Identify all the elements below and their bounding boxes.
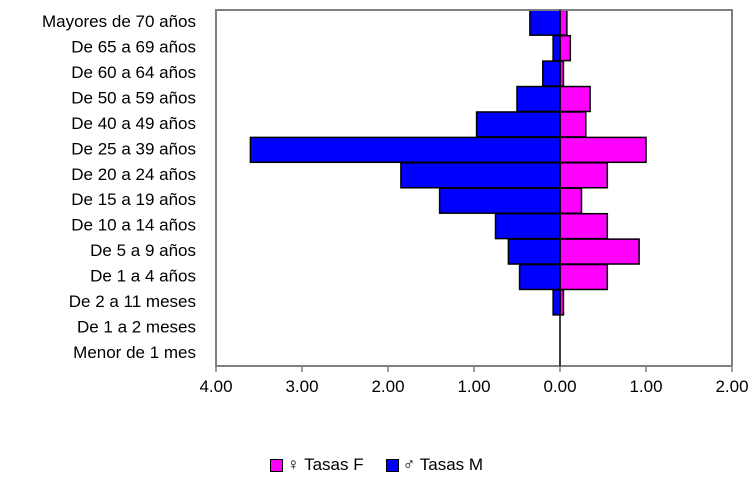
female-bar <box>559 111 587 138</box>
male-bar <box>542 60 561 87</box>
category-label: De 10 a 14 años <box>71 216 196 235</box>
female-bar <box>559 9 568 36</box>
category-label: De 25 a 39 años <box>71 139 196 158</box>
category-label: De 20 a 24 años <box>71 165 196 184</box>
female-bar <box>559 187 583 214</box>
x-tick-label: 1.00 <box>629 377 662 396</box>
female-bar <box>559 162 609 189</box>
male-bar <box>516 85 561 113</box>
category-label: De 2 a 11 meses <box>69 292 196 311</box>
male-bar <box>518 263 561 291</box>
female-bar <box>559 34 572 62</box>
male-bar <box>475 111 561 138</box>
x-axis-ticks <box>215 366 733 372</box>
male-bar <box>529 9 561 36</box>
category-label: De 1 a 4 años <box>90 266 196 285</box>
x-tick-label: 1.00 <box>457 377 490 396</box>
legend-item-female: ♀ Tasas F <box>269 455 364 475</box>
category-label: Mayores de 70 años <box>42 12 196 31</box>
category-label: De 15 a 19 años <box>71 190 196 209</box>
category-label: De 5 a 9 años <box>90 241 196 260</box>
x-axis-tick-labels: 4.00 3.00 2.00 1.00 0.00 1.00 2.00 <box>199 377 748 396</box>
female-bar <box>559 263 609 291</box>
legend: ♀ Tasas F ♂ Tasas M <box>0 455 753 475</box>
female-bar <box>559 212 609 240</box>
male-bar <box>494 212 561 240</box>
male-bar <box>438 187 561 214</box>
legend-label-female: ♀ Tasas F <box>286 455 364 474</box>
legend-swatch-female <box>269 458 283 472</box>
legend-item-male: ♂ Tasas M <box>385 455 484 475</box>
x-tick-label: 2.00 <box>371 377 404 396</box>
male-bar <box>552 34 561 62</box>
x-tick-label: 2.00 <box>715 377 748 396</box>
category-label: De 60 a 64 años <box>71 63 196 82</box>
male-bar <box>400 162 561 189</box>
female-bar <box>559 238 640 265</box>
legend-label-male: ♂ Tasas M <box>402 455 484 474</box>
male-bars <box>249 9 561 316</box>
category-label: De 40 a 49 años <box>71 114 196 133</box>
category-label: De 50 a 59 años <box>71 88 196 107</box>
legend-swatch-male <box>385 458 399 472</box>
female-bars <box>559 9 647 316</box>
category-label: De 65 a 69 años <box>71 38 196 57</box>
x-tick-label: 3.00 <box>285 377 318 396</box>
male-bar <box>552 289 561 316</box>
x-tick-label: 0.00 <box>543 377 576 396</box>
male-bar <box>507 238 561 265</box>
female-bar <box>559 85 591 113</box>
category-label: De 1 a 2 meses <box>77 317 196 336</box>
male-bar <box>249 136 561 164</box>
category-labels: Mayores de 70 años De 65 a 69 años De 60 a… <box>42 12 196 362</box>
x-tick-label: 4.00 <box>199 377 232 396</box>
female-bar <box>559 136 647 164</box>
category-label: Menor de 1 mes <box>73 343 196 362</box>
